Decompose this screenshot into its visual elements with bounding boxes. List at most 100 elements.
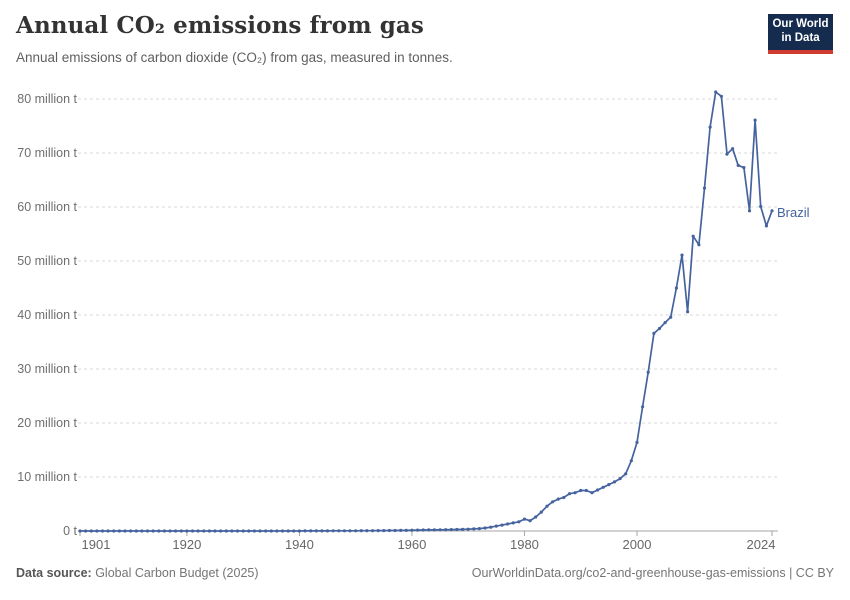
data-point-marker[interactable] xyxy=(235,529,240,533)
data-point-marker[interactable] xyxy=(646,370,650,374)
data-point-marker[interactable] xyxy=(455,527,459,532)
data-point-marker[interactable] xyxy=(100,529,105,533)
data-point-marker[interactable] xyxy=(179,529,183,533)
data-point-marker[interactable] xyxy=(416,528,420,532)
data-point-marker[interactable] xyxy=(612,480,617,484)
data-point-marker[interactable] xyxy=(669,315,673,319)
data-point-marker[interactable] xyxy=(764,224,769,228)
data-point-marker[interactable] xyxy=(247,529,251,533)
data-point-marker[interactable] xyxy=(596,488,600,492)
data-point-marker[interactable] xyxy=(168,529,172,533)
data-point-marker[interactable] xyxy=(292,529,296,533)
data-point-marker[interactable] xyxy=(477,527,481,531)
data-point-marker[interactable] xyxy=(494,524,498,528)
data-point-marker[interactable] xyxy=(438,528,442,532)
data-point-marker[interactable] xyxy=(309,529,313,533)
data-point-marker[interactable] xyxy=(421,528,425,532)
data-point-marker[interactable] xyxy=(770,209,774,213)
data-point-marker[interactable] xyxy=(742,166,746,170)
data-point-marker[interactable] xyxy=(714,90,718,94)
data-point-marker[interactable] xyxy=(269,529,273,533)
data-point-marker[interactable] xyxy=(376,529,380,533)
data-point-marker[interactable] xyxy=(674,286,679,290)
data-point-marker[interactable] xyxy=(697,243,701,247)
data-point-marker[interactable] xyxy=(123,529,127,533)
data-point-marker[interactable] xyxy=(461,527,465,532)
data-point-marker[interactable] xyxy=(399,528,403,533)
data-point-marker[interactable] xyxy=(545,504,549,508)
data-point-marker[interactable] xyxy=(89,529,93,533)
data-point-marker[interactable] xyxy=(359,529,363,533)
data-point-marker[interactable] xyxy=(427,528,431,532)
data-point-marker[interactable] xyxy=(719,94,724,98)
data-point-marker[interactable] xyxy=(190,529,195,533)
data-point-marker[interactable] xyxy=(534,515,538,519)
data-point-marker[interactable] xyxy=(134,529,138,533)
series-end-label[interactable]: Brazil xyxy=(777,205,810,220)
data-point-marker[interactable] xyxy=(601,485,605,489)
data-point-marker[interactable] xyxy=(387,528,391,533)
data-point-marker[interactable] xyxy=(686,310,690,314)
data-point-marker[interactable] xyxy=(725,152,729,156)
data-point-marker[interactable] xyxy=(320,529,324,533)
data-point-marker[interactable] xyxy=(629,459,633,463)
data-point-marker[interactable] xyxy=(297,529,301,533)
data-point-marker[interactable] xyxy=(151,529,155,533)
data-point-marker[interactable] xyxy=(590,491,594,495)
data-point-marker[interactable] xyxy=(691,234,695,238)
data-point-marker[interactable] xyxy=(618,477,622,481)
data-point-marker[interactable] xyxy=(556,497,560,501)
data-point-marker[interactable] xyxy=(472,527,476,531)
data-point-marker[interactable] xyxy=(224,529,228,533)
data-point-marker[interactable] xyxy=(162,529,166,533)
data-point-marker[interactable] xyxy=(78,529,82,533)
data-point-marker[interactable] xyxy=(539,510,543,514)
data-point-marker[interactable] xyxy=(511,521,515,525)
data-point-marker[interactable] xyxy=(280,529,285,533)
data-point-marker[interactable] xyxy=(129,529,133,533)
data-point-marker[interactable] xyxy=(579,488,583,493)
data-point-marker[interactable] xyxy=(747,209,752,213)
data-point-marker[interactable] xyxy=(140,529,144,533)
data-point-marker[interactable] xyxy=(252,529,256,533)
data-point-marker[interactable] xyxy=(185,529,189,533)
data-point-marker[interactable] xyxy=(314,529,318,533)
data-point-marker[interactable] xyxy=(680,253,684,257)
data-point-marker[interactable] xyxy=(573,491,577,495)
data-point-marker[interactable] xyxy=(95,529,99,533)
data-point-marker[interactable] xyxy=(663,321,667,325)
data-point-marker[interactable] xyxy=(258,529,262,533)
data-point-marker[interactable] xyxy=(331,529,335,533)
data-point-marker[interactable] xyxy=(275,529,279,533)
data-point-marker[interactable] xyxy=(264,529,268,533)
data-point-marker[interactable] xyxy=(517,520,521,524)
data-point-marker[interactable] xyxy=(348,529,352,533)
data-point-marker[interactable] xyxy=(410,528,414,532)
data-point-marker[interactable] xyxy=(449,528,453,532)
data-point-marker[interactable] xyxy=(607,483,611,487)
data-point-marker[interactable] xyxy=(567,492,572,496)
data-point-marker[interactable] xyxy=(466,527,470,531)
data-point-marker[interactable] xyxy=(213,529,217,533)
data-point-marker[interactable] xyxy=(286,529,290,533)
data-point-marker[interactable] xyxy=(325,529,330,533)
data-point-marker[interactable] xyxy=(562,495,566,500)
data-point-marker[interactable] xyxy=(371,529,375,533)
data-point-marker[interactable] xyxy=(702,186,707,190)
data-point-marker[interactable] xyxy=(106,529,110,533)
data-point-marker[interactable] xyxy=(393,528,397,533)
data-point-marker[interactable] xyxy=(145,529,150,533)
data-point-marker[interactable] xyxy=(624,472,628,476)
data-point-marker[interactable] xyxy=(112,529,116,533)
data-point-marker[interactable] xyxy=(117,529,121,533)
data-point-marker[interactable] xyxy=(432,528,436,532)
data-point-marker[interactable] xyxy=(174,529,178,533)
data-point-marker[interactable] xyxy=(489,525,493,529)
cc-by-link[interactable]: OurWorldinData.org/co2-and-greenhouse-ga… xyxy=(471,566,834,580)
data-point-marker[interactable] xyxy=(365,529,369,533)
data-point-marker[interactable] xyxy=(522,517,527,521)
data-point-marker[interactable] xyxy=(753,118,757,122)
data-point-marker[interactable] xyxy=(635,440,639,444)
data-point-marker[interactable] xyxy=(202,529,206,533)
